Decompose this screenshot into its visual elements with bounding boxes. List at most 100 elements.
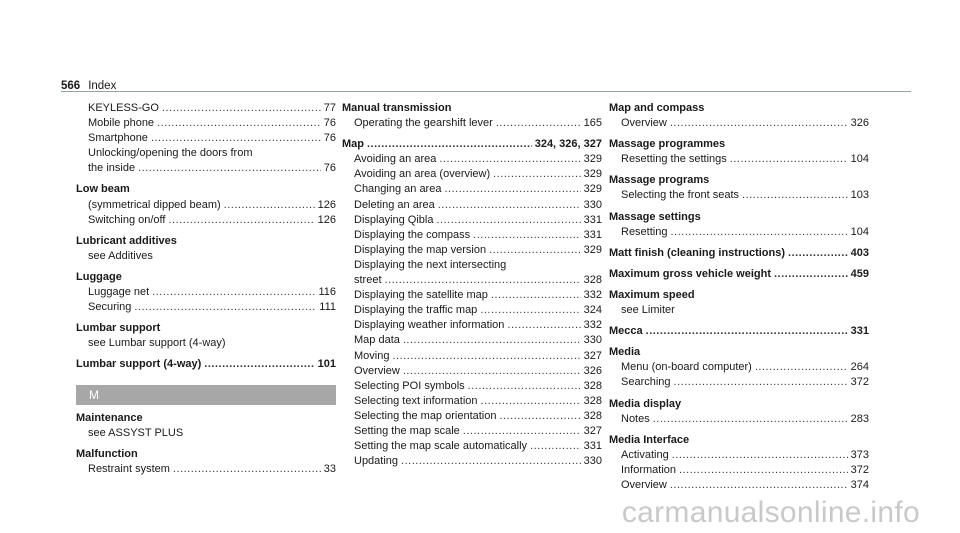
index-main-entry: Low beam	[76, 182, 336, 197]
leader-dots	[670, 478, 848, 493]
entry-page-ref: 76	[323, 132, 336, 145]
entry-term: Searching	[621, 376, 671, 389]
index-sub-entry: Map data 330	[342, 333, 602, 348]
index-main-entry: Manual transmission	[342, 101, 602, 116]
entry-page-ref: 104	[850, 153, 869, 166]
entry-page-ref: 328	[583, 394, 602, 407]
entry-page-ref: 372	[850, 463, 869, 476]
index-sub-entry: the inside 76	[76, 161, 336, 176]
leader-dots	[670, 225, 847, 240]
index-main-entry: Lumbar support (4-way) 101	[76, 357, 336, 372]
leader-dots	[134, 300, 316, 315]
leader-dots	[138, 161, 321, 176]
index-main-entry: Maximum speed	[609, 288, 869, 303]
entry-page-ref: 327	[583, 424, 602, 437]
entry-term: Map data	[354, 334, 400, 347]
header-divider	[61, 91, 911, 92]
entry-term: Manual transmission	[342, 102, 452, 114]
entry-term: Overview	[354, 364, 400, 377]
entry-term: KEYLESS-GO	[88, 102, 159, 114]
entry-term: Selecting the map orientation	[354, 409, 497, 422]
entry-term: Menu (on-board computer)	[621, 361, 752, 374]
index-sub-entry: Information 372	[609, 463, 869, 478]
entry-page-ref: 327	[583, 349, 602, 362]
entry-term: Activating	[621, 448, 669, 461]
entry-page-ref: 326	[583, 364, 602, 377]
index-sub-entry: (symmetrical dipped beam) 126	[76, 198, 336, 213]
leader-dots	[653, 412, 848, 427]
index-main-entry: Lumbar support	[76, 321, 336, 336]
leader-dots	[403, 364, 581, 379]
leader-dots	[473, 228, 580, 243]
index-sub-entry: street 328	[342, 273, 602, 288]
leader-dots	[367, 137, 532, 152]
entry-term: Media display	[609, 397, 682, 410]
entry-term: Displaying the satellite map	[354, 289, 488, 302]
entry-page-ref: 331	[583, 440, 602, 453]
leader-dots	[392, 349, 580, 364]
entry-term: Massage settings	[609, 210, 701, 223]
index-sub-entry: Displaying the compass 331	[342, 228, 602, 243]
entry-term: Media Interface	[609, 433, 690, 446]
entry-term: Avoiding an area (overview)	[354, 168, 491, 181]
index-sub-entry: see Additives	[76, 249, 336, 264]
index-sub-entry: Resetting 104	[609, 225, 869, 240]
leader-dots	[385, 273, 581, 288]
page-header-title: Index	[88, 80, 117, 92]
entry-page-ref: 332	[583, 319, 602, 332]
entry-page-ref: 126	[317, 198, 336, 211]
entry-page-ref: 329	[583, 168, 602, 181]
leader-dots	[463, 424, 581, 439]
entry-term: Smartphone	[88, 132, 148, 145]
index-sub-entry: Securing 111	[76, 300, 336, 315]
index-sub-entry: see ASSYST PLUS	[76, 426, 336, 441]
entry-page-ref: 332	[583, 289, 602, 302]
entry-term: Luggage	[76, 270, 122, 283]
entry-term: see Lumbar support (4-way)	[88, 337, 226, 350]
entry-term: Resetting the settings	[621, 153, 727, 166]
index-sub-entry: Unlocking/opening the doors from	[76, 146, 336, 161]
index-sub-entry: Mobile phone 76	[76, 116, 336, 131]
index-sub-entry: Displaying Qibla 331	[342, 213, 602, 228]
entry-page-ref: 329	[583, 153, 602, 166]
index-sub-entry: Overview 326	[342, 364, 602, 379]
index-main-entry: Mecca 331	[609, 324, 869, 339]
index-sub-entry: Setting the map scale automatically 331	[342, 439, 602, 454]
entry-page-ref: 328	[583, 409, 602, 422]
entry-page-ref: 104	[850, 225, 869, 238]
entry-term: Overview	[621, 478, 667, 491]
leader-dots	[438, 198, 581, 213]
index-main-entry: Massage programs	[609, 173, 869, 188]
leader-dots	[480, 303, 580, 318]
entry-term: Mecca	[609, 325, 643, 338]
leader-dots	[152, 285, 315, 300]
index-sub-entry: Selecting the front seats 103	[609, 188, 869, 203]
index-column-3: Map and compass Overview 326 Massage progra…	[609, 101, 869, 493]
entry-page-ref: 76	[323, 117, 336, 130]
entry-term: Displaying weather information	[354, 319, 505, 332]
entry-term: Media	[609, 346, 641, 359]
entry-term: Mobile phone	[88, 117, 155, 130]
index-sub-entry: Restraint system 33	[76, 462, 336, 477]
leader-dots	[507, 318, 580, 333]
entry-term: Selecting text information	[354, 394, 478, 407]
entry-page-ref: 111	[319, 301, 336, 314]
section-letter-header: M	[76, 384, 336, 405]
index-sub-entry: Updating 330	[342, 454, 602, 469]
leader-dots	[755, 360, 848, 375]
index-sub-entry: KEYLESS-GO 77	[76, 101, 336, 116]
leader-dots	[439, 152, 580, 167]
index-sub-entry: Selecting POI symbols 328	[342, 379, 602, 394]
index-sub-entry: Avoiding an area (overview) 329	[342, 167, 602, 182]
index-sub-entry: Smartphone 76	[76, 131, 336, 146]
leader-dots	[173, 462, 321, 477]
entry-term: Deleting an area	[354, 198, 435, 211]
index-main-entry: Maintenance	[76, 411, 336, 426]
entry-term: Overview	[621, 117, 667, 130]
index-main-entry: Media Interface	[609, 433, 869, 448]
entry-term: Updating	[354, 455, 399, 468]
entry-term: see Limiter	[621, 304, 675, 317]
entry-term: Lumbar support	[76, 322, 161, 335]
entry-term: Selecting POI symbols	[354, 379, 465, 392]
leader-dots	[204, 357, 314, 372]
